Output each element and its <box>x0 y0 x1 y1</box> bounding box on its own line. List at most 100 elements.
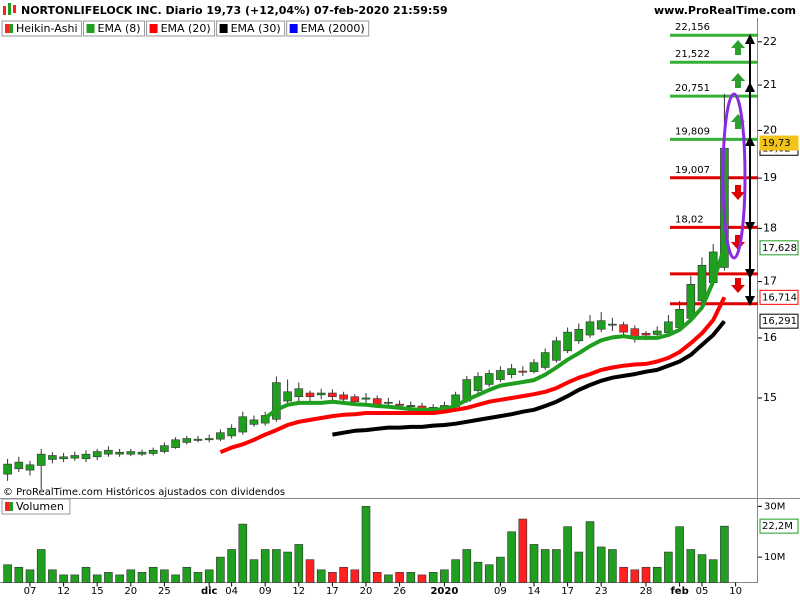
legend-label: EMA (8) <box>98 22 141 35</box>
volume-bar <box>182 566 192 583</box>
icon-bar <box>13 5 16 13</box>
volume-bar <box>428 572 438 583</box>
icon-bar <box>3 6 6 15</box>
candle-body <box>372 398 382 405</box>
volume-bar <box>395 572 404 583</box>
candle-body <box>339 394 348 400</box>
volume-bar <box>675 526 684 583</box>
candle-body <box>193 438 203 441</box>
volume-bar <box>462 549 472 583</box>
candle-body <box>518 370 528 373</box>
candle-body <box>652 330 662 335</box>
candle-body <box>574 328 584 342</box>
volume-bar <box>328 572 337 583</box>
level-label: 18,02 <box>675 214 704 225</box>
candle-body <box>540 352 550 368</box>
candle-body <box>36 453 46 466</box>
x-tick-label: 28 <box>640 586 653 597</box>
volume-bar <box>316 569 326 583</box>
candle-body <box>563 331 572 352</box>
series-value-label: 17,628 <box>762 243 797 254</box>
candle-body <box>395 403 404 406</box>
volume-bar <box>361 506 371 583</box>
candle-body <box>238 416 248 433</box>
x-tick-label: 17 <box>326 586 339 597</box>
candle-body <box>305 392 315 398</box>
volume-bar <box>36 549 46 583</box>
x-tick-label: dic <box>201 586 218 597</box>
candle-body <box>14 461 24 470</box>
x-tick-label: 07 <box>24 586 37 597</box>
volume-bar <box>126 569 136 583</box>
legend-label: Volumen <box>16 500 64 513</box>
volume-bar <box>339 566 348 583</box>
level-label: 20,751 <box>675 83 710 94</box>
volume-bar <box>664 551 673 583</box>
candle-body <box>70 455 80 459</box>
legend-box <box>1 498 71 515</box>
candle-body <box>115 451 124 455</box>
x-tick-label: 15 <box>91 586 104 597</box>
volume-bar <box>59 574 68 583</box>
candle-body <box>641 332 651 336</box>
ema-line <box>219 296 727 455</box>
legend-box <box>286 20 370 37</box>
volume-bar <box>305 559 315 583</box>
x-tick-label: 05 <box>696 586 709 597</box>
legend-label: Heikin-Ashi <box>16 22 78 35</box>
candle-body <box>384 402 393 404</box>
volume-bar <box>148 566 158 583</box>
legend-item: Heikin-Ashi <box>1 20 83 37</box>
x-tick-label: 23 <box>595 586 608 597</box>
legend-swatch <box>86 24 95 33</box>
candle-body <box>160 445 169 452</box>
candle-body <box>171 439 180 448</box>
legend-item: EMA (2000) <box>286 20 370 37</box>
legend-item: EMA (30) <box>216 20 286 37</box>
chart-title: NORTONLIFELOCK INC. Diario 19,73 (+12,04… <box>21 4 448 17</box>
level-label: 19,809 <box>675 126 710 137</box>
volume-bar <box>451 559 460 583</box>
volume-bar <box>81 566 91 583</box>
candle-body <box>260 415 270 424</box>
volume-bar <box>518 518 528 583</box>
source: www.ProRealTime.com <box>654 4 796 17</box>
volume-value-box <box>759 518 799 534</box>
candle-body <box>697 264 707 302</box>
x-tick-label: feb <box>670 586 688 597</box>
candle-body <box>552 340 561 361</box>
volume-bar <box>193 572 203 583</box>
x-tick-label: 09 <box>259 586 272 597</box>
candle-body <box>608 323 617 326</box>
candle-body <box>3 463 12 475</box>
candle-body <box>529 362 539 372</box>
series-value-label-box <box>759 289 799 305</box>
down-arrows <box>731 185 745 293</box>
volume-bar <box>260 549 270 583</box>
volume-y-tick-label: 30M <box>764 501 785 512</box>
candle-body <box>272 382 281 420</box>
volume-legend: Volumen <box>1 498 71 515</box>
y-tick-label: 17 <box>763 275 777 288</box>
plot: 15 16 17 18 19 20 21 22 22,156 21,522 20,751 19,809… <box>1 20 799 597</box>
candle-body <box>148 449 158 454</box>
candle-body <box>619 324 628 333</box>
x-tick-label: 17 <box>561 586 574 597</box>
volume-bar <box>92 574 102 583</box>
legend-box <box>83 20 146 37</box>
last-price-label-box <box>759 135 799 151</box>
volume-bar <box>104 572 113 583</box>
volume-bar <box>440 569 449 583</box>
volume-bar <box>585 521 595 583</box>
candle-body <box>81 453 91 460</box>
volume-bar <box>686 549 696 583</box>
volume-bar <box>3 564 12 583</box>
x-tick-label: 09 <box>494 586 507 597</box>
last-price-label: 19,73 <box>762 138 791 149</box>
y-tick-label: 22 <box>763 35 777 48</box>
legend-item: EMA (8) <box>83 20 146 37</box>
candle-body <box>48 455 57 460</box>
legend-box <box>216 20 286 37</box>
candle-body <box>25 464 35 471</box>
y-tick-label: 15 <box>763 391 777 404</box>
